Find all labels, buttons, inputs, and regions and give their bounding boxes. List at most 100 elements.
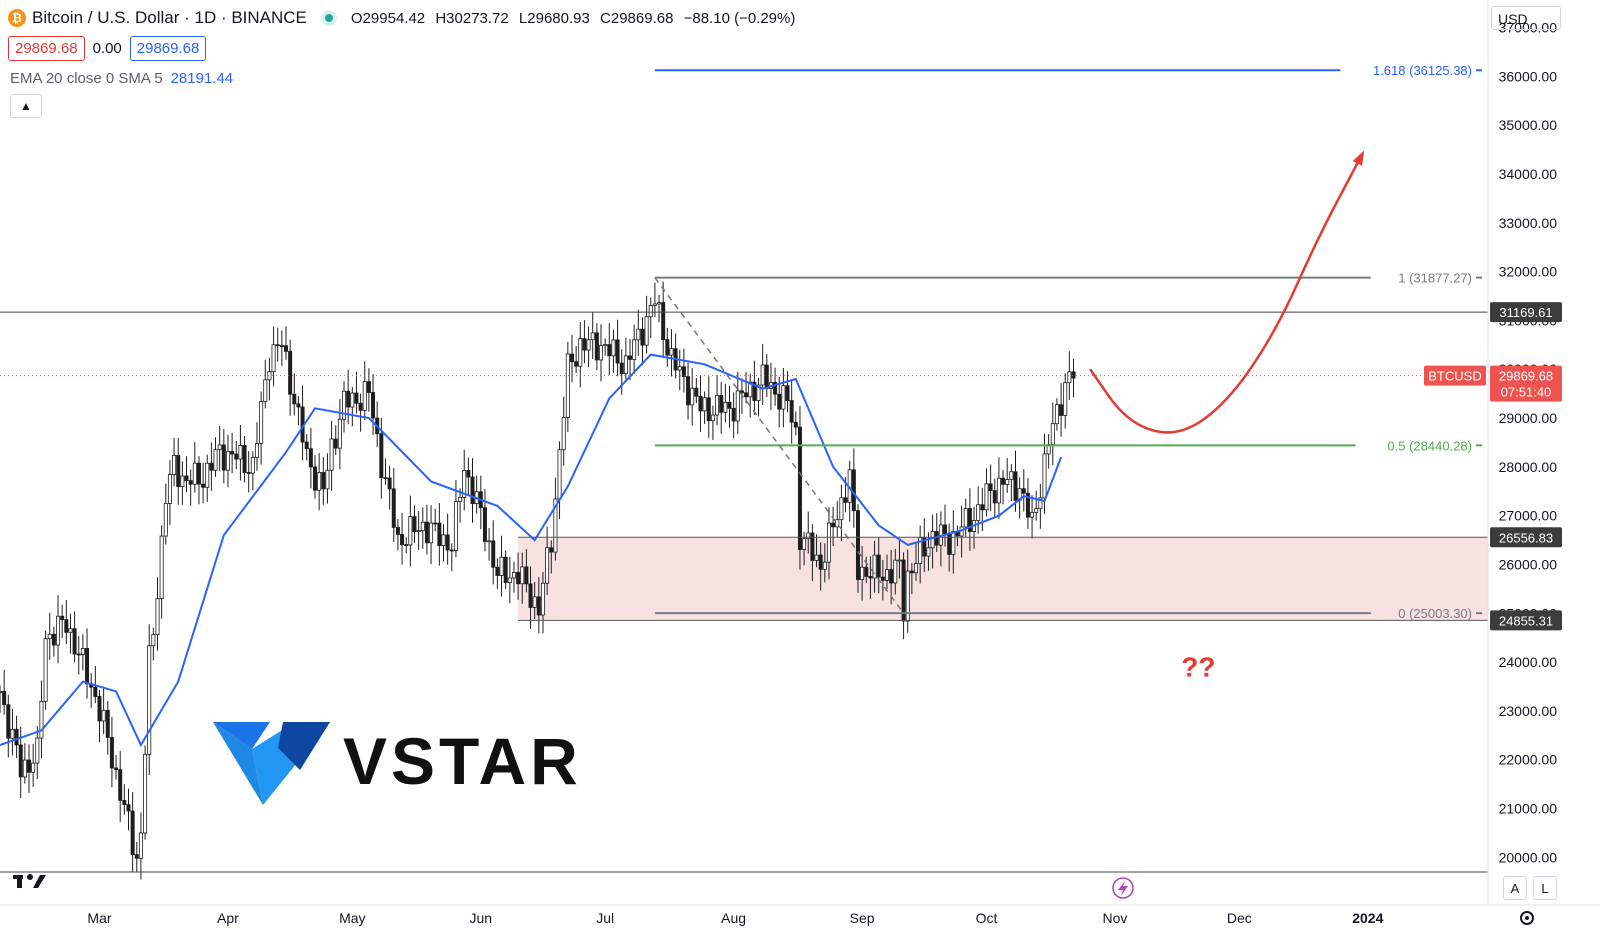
fib-label-1: 1 (31877.27) [1398,271,1472,286]
candle-body [889,569,894,584]
candle-body [279,345,284,347]
candle [814,534,819,568]
time-tick-label: Oct [976,910,998,926]
candle-body [764,364,769,389]
candle-body [254,443,259,459]
candle [657,294,662,323]
time-tick-label: May [339,910,365,926]
candle [242,436,247,483]
candle [22,743,27,784]
indicator-legend[interactable]: EMA 20 close 0 SMA 5 28191.44 [10,70,233,87]
price-tick-label: 32000.00 [1499,264,1558,280]
price-tick-label: 20000.00 [1499,849,1558,865]
lightning-icon[interactable] [1112,877,1134,899]
sell-price-button[interactable]: 29869.68 [8,36,85,61]
candle-body [914,563,919,574]
candle-body [209,462,214,471]
candle-body [540,582,545,616]
candle [884,554,889,589]
candle-body [10,728,15,739]
candle-body [628,355,633,360]
candle-body [789,400,794,423]
candle [644,295,649,354]
time-axis[interactable]: Mar Apr May Jun Jul Aug Sep Oct Nov Dec 2024 [87,910,1383,926]
candle-body [652,303,657,306]
candle [536,577,541,634]
candle-body [880,576,885,581]
candle-body [1005,479,1010,485]
candle [681,348,686,393]
candle [880,559,885,601]
candle-body [528,583,533,608]
candle [300,385,305,461]
candle [1034,490,1039,521]
candle-body [694,387,699,397]
candle-body [159,535,164,599]
collapse-legend-button[interactable]: ▲ [10,94,42,118]
candle [230,432,235,474]
candle [835,500,840,537]
buy-price-button[interactable]: 29869.68 [129,36,207,61]
candle [51,626,56,657]
market-open-dot-icon [324,14,333,22]
settings-gear-icon[interactable] [1520,911,1534,925]
candle [2,670,7,715]
candle [412,505,417,544]
time-tick-label: Mar [87,910,111,926]
price-axis[interactable]: 20000.00 21000.00 22000.00 23000.00 24000.00… [1499,20,1558,866]
candle-body [126,804,131,812]
candle-body [56,615,61,646]
candle-body [27,759,32,773]
candle [1046,434,1051,469]
candle [980,487,985,531]
candle [553,477,558,561]
candle [545,526,550,595]
candle-body [806,532,811,540]
symbol-title[interactable]: Bitcoin / U.S. Dollar · 1D · BINANCE [32,8,307,27]
candle-body [263,379,268,403]
candle [499,535,504,597]
candle [1005,458,1010,493]
zone-top-badge-bg [1490,527,1562,548]
candle [429,505,434,565]
auto-scale-button[interactable]: A [1503,876,1527,900]
candle-body [872,554,877,579]
candle [184,456,189,493]
candle-body [346,390,351,408]
price-tick-label: 28000.00 [1499,459,1558,475]
candle-body [267,371,272,381]
candle [437,503,442,566]
candle [101,688,106,735]
candle-body [18,744,23,778]
price-tick-label: 24000.00 [1499,654,1558,670]
candle [337,398,342,470]
ema-line [0,353,1063,748]
candle-body [731,407,736,422]
candle [901,552,906,640]
candle-body [31,762,36,773]
candle [744,371,749,404]
candle [943,504,948,547]
candle-body [437,522,442,546]
time-tick-label: Dec [1227,910,1252,926]
candle-body [582,338,587,351]
candle [690,368,695,426]
fib-trend-dashed-line [654,277,905,614]
candle-body [308,448,313,468]
candle [433,508,438,532]
candle-body [831,522,836,528]
candle [97,689,102,743]
candle [292,373,297,416]
currency-selector[interactable]: USD [1491,6,1561,30]
log-scale-button[interactable]: L [1533,876,1557,900]
candle [342,381,347,433]
candle [126,788,131,831]
candle-body [565,353,570,418]
candle-body [735,390,740,422]
candle-body [0,690,3,693]
candle [1067,351,1072,400]
candle-body [611,339,616,357]
candle-body [6,704,11,739]
candle [209,442,214,491]
